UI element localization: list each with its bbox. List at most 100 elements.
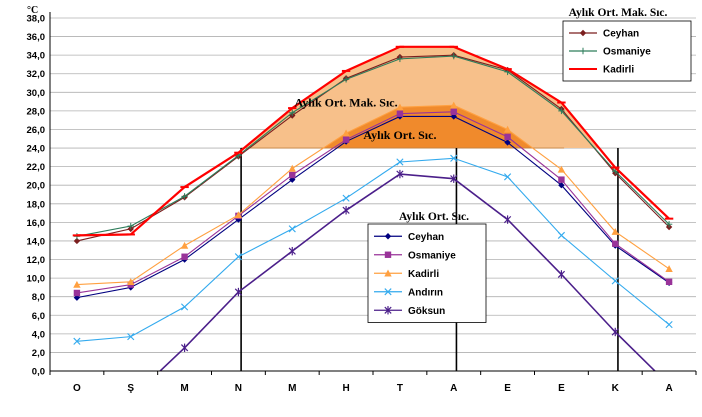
x-tick-label: E [558,383,565,394]
max-series-kadirli [72,45,674,237]
y-tick-label: 24,0 [27,144,46,155]
data-point [234,211,243,219]
data-point [128,395,134,403]
series-line [158,173,657,371]
data-point [342,76,350,83]
series-line [76,55,670,237]
data-point [558,176,565,183]
legend-entry: Göksun [374,306,445,317]
data-point [384,233,392,240]
y-tick-label: 12,0 [27,255,46,266]
data-point [181,253,188,260]
data-point [384,269,392,277]
data-point [234,253,243,261]
data-point [342,194,350,202]
data-point [73,289,81,297]
y-tick-label: 2,0 [32,348,45,359]
data-point [665,320,673,329]
legend-label: Kadirli [603,65,634,76]
data-point [504,139,511,146]
legend-label: Andırın [408,287,443,298]
legend-entry: Ceyhan [569,29,639,40]
data-point [288,246,296,256]
data-point [504,133,511,141]
data-point [180,343,189,352]
band-annotations: Aylık Ort. Mak. Sıc. Aylık Ort. Sıc. [295,95,437,142]
x-tick-label: O [73,383,81,394]
x-tick-label: H [342,383,349,394]
legend-label: Ceyhan [408,232,444,243]
series-line [76,54,670,242]
data-point [288,164,296,172]
legend-entry: Kadirli [374,269,439,280]
y-tick-label: 22,0 [27,162,46,173]
x-tick-label: E [504,383,511,394]
avg-band-label: Aylık Ort. Sıc. [363,128,436,142]
data-point [612,240,619,247]
data-point [579,47,587,55]
data-point [127,333,135,341]
data-point [396,110,404,117]
data-point [384,306,392,315]
data-point [557,231,566,239]
data-point [450,52,457,60]
max-series-osmaniye [73,52,673,240]
legend-label: Göksun [408,306,445,317]
data-point [503,125,512,133]
data-point [611,227,619,235]
data-point [450,101,458,109]
data-point [342,129,350,137]
legend-avg-temp: Aylık Ort. Sıc. Ceyhan Osmaniye Kadirli Andı… [367,211,487,323]
data-point [665,221,673,228]
legend-entry: Andırın [374,287,443,298]
legend-label: Kadirli [408,269,439,280]
avg-series-andırın [73,154,673,345]
data-point [180,241,189,249]
avg-temp-band [323,105,533,149]
y-tick-label: 10,0 [27,274,46,285]
y-tick-label: 34,0 [27,51,46,62]
y-tick-label: 16,0 [27,218,46,229]
x-tick-label: K [612,383,620,394]
legend-entry: Ceyhan [374,232,444,243]
data-point [288,225,296,233]
series-line [76,45,670,237]
y-tick-label: 28,0 [27,106,46,117]
data-point [503,173,512,181]
data-point [450,154,458,162]
y-tick-label: 20,0 [27,181,46,192]
data-point [557,270,566,279]
y-tick-label: 4,0 [32,329,45,340]
legend-title: Aylık Ort. Sıc. [399,211,469,223]
x-tick-label: M [180,383,188,394]
data-point [396,55,404,63]
data-point [73,337,81,345]
axes [49,12,697,375]
data-point [73,237,81,245]
x-tick-label: M [288,383,296,394]
data-point [289,171,296,179]
y-tick-label: 26,0 [27,125,46,136]
data-point [665,265,673,273]
data-point [342,136,350,143]
data-point [181,193,188,200]
legend-label: Ceyhan [603,29,639,40]
y-tick-label: 30,0 [27,88,46,99]
x-tick-label: A [665,383,672,394]
data-point [384,251,392,258]
data-point [73,280,81,288]
x-tick-label: T [397,383,403,394]
series-line [76,111,670,294]
y-tick-label: 32,0 [27,69,46,80]
y-tick-label: 0,0 [32,367,45,378]
legend-max-temp: Aylık Ort. Mak. Sıc. Ceyhan Osmaniye Kadirl… [562,7,692,82]
y-tick-label: 18,0 [27,199,46,210]
data-point [503,215,512,224]
data-point [557,165,566,173]
legend-entry: Osmaniye [569,47,651,58]
x-tick-label: Ş [127,383,134,394]
data-point [342,206,350,215]
data-point [289,109,296,116]
